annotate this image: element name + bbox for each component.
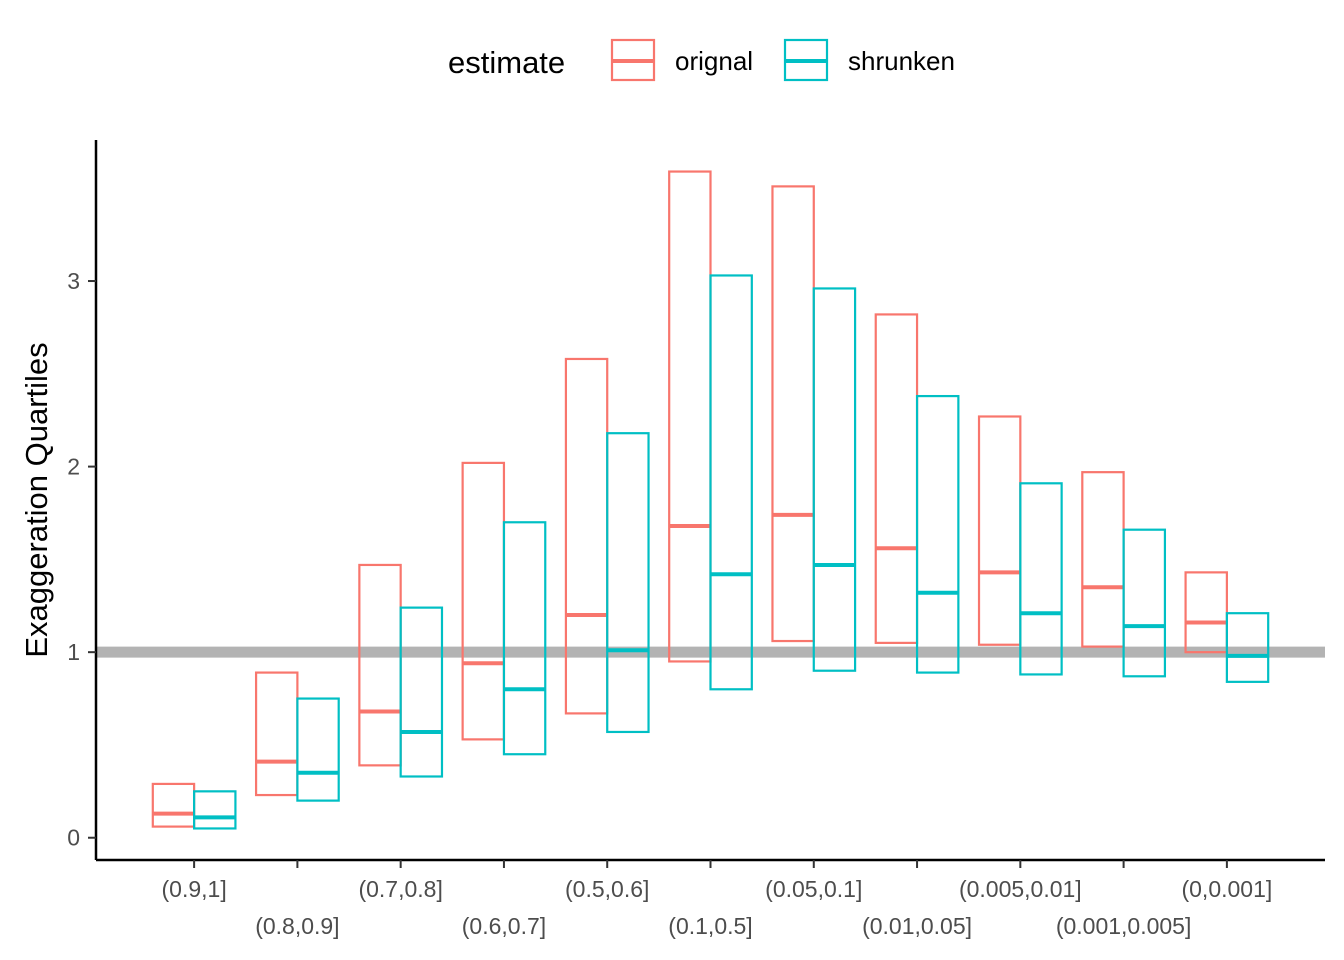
- crossbar-shrunken: [812, 287, 857, 672]
- crossbar-box: [771, 185, 815, 643]
- crossbar-box: [606, 432, 650, 734]
- legend-key-orignal: [610, 38, 656, 82]
- series-orignal: [151, 170, 1228, 828]
- crossbar-box: [193, 790, 237, 830]
- series-shrunken: [193, 274, 1270, 830]
- crossbar-orignal: [668, 170, 712, 663]
- x-tick-label: (0,0.001]: [1181, 876, 1272, 902]
- crossbar-orignal: [564, 357, 609, 715]
- legend-label-orignal: orignal: [675, 46, 753, 76]
- x-tick-label: (0.001,0.005]: [1056, 913, 1192, 939]
- crossbar-box: [1225, 612, 1270, 683]
- crossbar-box: [399, 606, 444, 778]
- x-tick-label: (0.01,0.05]: [862, 913, 972, 939]
- crossbar-orignal: [771, 185, 815, 643]
- legend: estimate orignal shrunken: [448, 38, 955, 82]
- y-tick-label: 1: [67, 639, 80, 665]
- crossbar-shrunken: [606, 432, 650, 734]
- y-tick-label: 2: [67, 454, 80, 480]
- crossbar-box: [709, 274, 753, 691]
- legend-key-shrunken: [783, 38, 829, 82]
- x-tick-label: (0.5,0.6]: [565, 876, 649, 902]
- crossbar-orignal: [1081, 471, 1125, 648]
- x-tick-label: (0.1,0.5]: [668, 913, 752, 939]
- crossbar-orignal: [874, 313, 919, 644]
- crossbar-box: [358, 563, 402, 767]
- y-tick-label: 0: [67, 825, 80, 851]
- crossbar-box: [977, 415, 1022, 646]
- x-tick-label: (0.9,1]: [162, 876, 227, 902]
- crossbar-box: [564, 357, 609, 715]
- crossbar-shrunken: [193, 790, 237, 830]
- crossbar-shrunken: [502, 521, 547, 756]
- y-tick-label: 3: [67, 268, 80, 294]
- crossbar-box: [254, 671, 299, 797]
- x-tick-label: (0.8,0.9]: [255, 913, 339, 939]
- crossbar-shrunken: [1019, 482, 1063, 676]
- x-tick-label: (0.05,0.1]: [765, 876, 862, 902]
- crossbar-orignal: [977, 415, 1022, 646]
- crossbar-box: [915, 394, 960, 674]
- crossbar-box: [812, 287, 857, 672]
- crossbar-orignal: [461, 461, 506, 741]
- plot-area: 0 1 2 3 (0.9,1] (0.8,0.9] (0.7,0.8] (0.6,0.7] (0…: [67, 140, 1325, 939]
- crossbar-box: [296, 697, 340, 802]
- legend-title: estimate: [448, 45, 565, 80]
- crossbar-box: [1122, 528, 1167, 678]
- crossbar-shrunken: [399, 606, 444, 778]
- x-tick-label: (0.7,0.8]: [358, 876, 442, 902]
- crossbar-orignal: [151, 782, 196, 828]
- crossbar-box: [1081, 471, 1125, 648]
- crossbar-box: [668, 170, 712, 663]
- crossbar-shrunken: [1122, 528, 1167, 678]
- crossbar-box: [1184, 571, 1228, 654]
- crossbar-orignal: [1184, 571, 1228, 654]
- crossbar-box: [151, 782, 196, 828]
- crossbar-orignal: [358, 563, 402, 767]
- crossbar-shrunken: [709, 274, 753, 691]
- crossbar-shrunken: [296, 697, 340, 802]
- crossbar-shrunken: [915, 394, 960, 674]
- x-tick-label: (0.6,0.7]: [462, 913, 546, 939]
- crossbar-box: [1019, 482, 1063, 676]
- legend-label-shrunken: shrunken: [848, 46, 955, 76]
- x-tick-label: (0.005,0.01]: [959, 876, 1082, 902]
- crossbar-orignal: [254, 671, 299, 797]
- crossbar-box: [461, 461, 506, 741]
- crossbar-box: [502, 521, 547, 756]
- crossbar-box: [874, 313, 919, 644]
- crossbar-shrunken: [1225, 612, 1270, 683]
- y-axis-title: Exaggeration Quartiles: [19, 342, 54, 657]
